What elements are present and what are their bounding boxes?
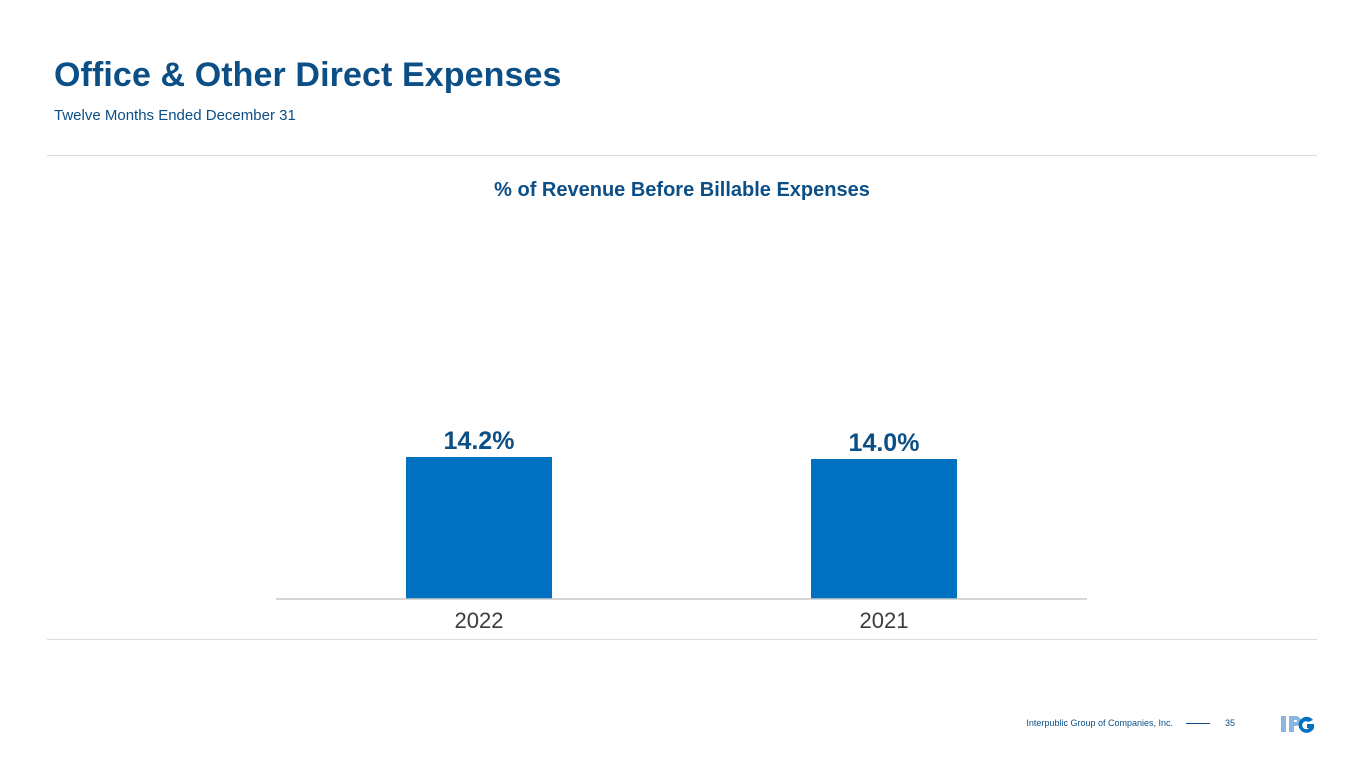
ipg-logo (1281, 716, 1314, 733)
bottom-divider (47, 639, 1317, 640)
bars-group: 14.2% 2022 14.0% 2021 (406, 427, 957, 630)
page-number: 35 (1225, 718, 1236, 728)
bar-value-label-2022: 14.2% (444, 427, 515, 455)
category-label-2021: 2021 (860, 608, 909, 630)
chart-title: % of Revenue Before Billable Expenses (494, 179, 870, 201)
bar-2022 (406, 457, 552, 599)
bar-value-label-2021: 14.0% (849, 429, 920, 457)
footer-separator (1186, 723, 1210, 724)
top-divider (47, 155, 1317, 156)
page-subtitle: Twelve Months Ended December 31 (54, 107, 296, 124)
footer-company: Interpublic Group of Companies, Inc. (1026, 718, 1173, 728)
page-title: Office & Other Direct Expenses (54, 56, 562, 94)
bar-2021 (811, 459, 957, 599)
category-label-2022: 2022 (455, 608, 504, 630)
bar-chart: % of Revenue Before Billable Expenses 14… (276, 179, 1087, 630)
